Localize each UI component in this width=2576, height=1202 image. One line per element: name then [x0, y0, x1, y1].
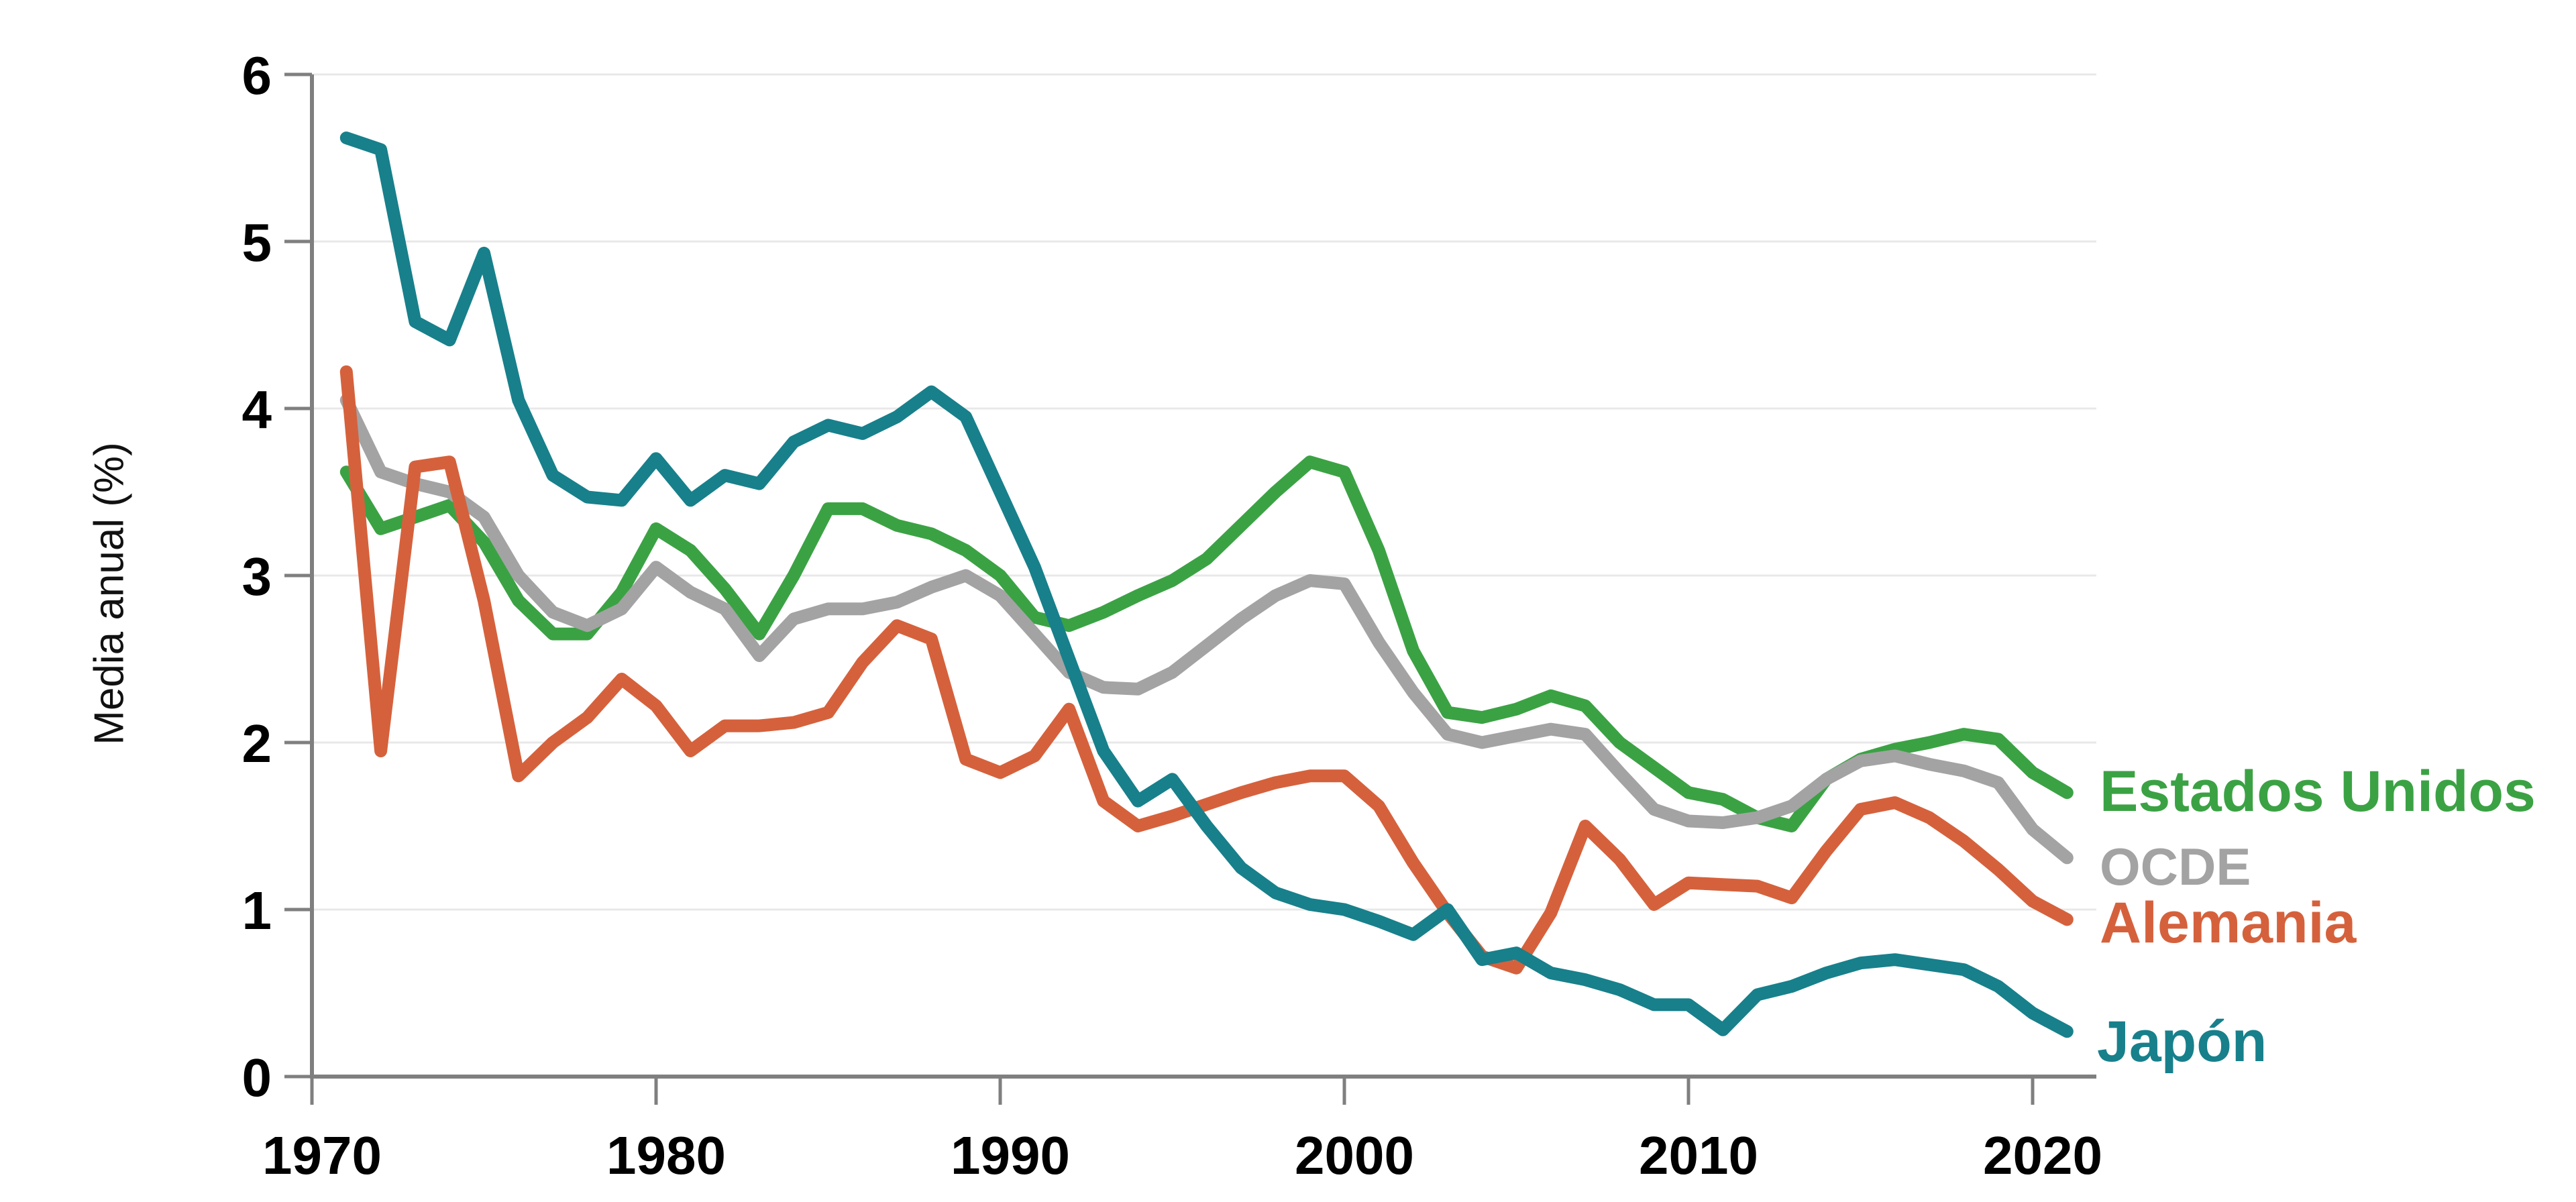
series-line-ocde: [339, 394, 2074, 865]
x-tick-label: 1970: [262, 1126, 382, 1185]
series-line-japón: [339, 131, 2074, 1038]
x-tick-label: 2000: [1295, 1126, 1414, 1185]
series-line-estados-unidos: [339, 455, 2074, 832]
series-line-alemania: [339, 365, 2074, 975]
y-tick-label: 6: [242, 46, 272, 105]
y-tick-label: 0: [242, 1048, 272, 1107]
y-tick-label: 5: [242, 213, 272, 272]
x-tick-label: 2020: [1983, 1126, 2102, 1185]
x-tick-label: 1980: [606, 1126, 726, 1185]
y-tick-label: 2: [242, 714, 272, 773]
y-tick-label: 1: [242, 881, 272, 940]
y-tick-label: 4: [242, 380, 272, 439]
legend-ocde: OCDE: [2100, 837, 2251, 896]
legend-japon: Japón: [2097, 1009, 2267, 1074]
x-tick-label: 1990: [951, 1126, 1070, 1185]
legend-estados-unidos: Estados Unidos: [2100, 759, 2536, 824]
legend-alemania: Alemania: [2100, 891, 2357, 955]
x-tick-label: 2010: [1639, 1126, 1758, 1185]
y-tick-label: 3: [242, 547, 272, 606]
